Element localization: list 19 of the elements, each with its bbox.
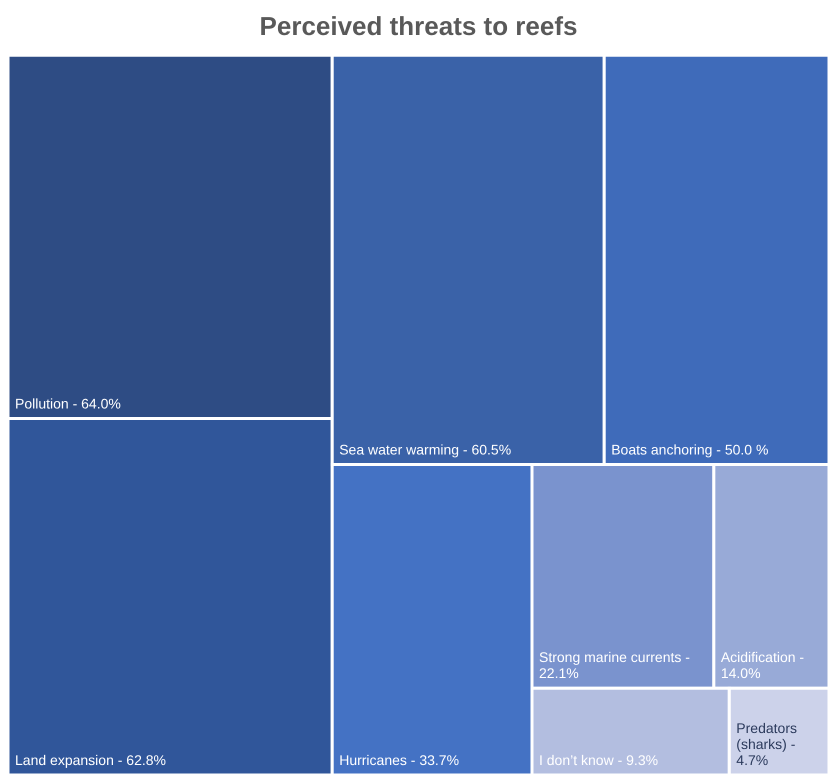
category-label: Sea water warming - [339,442,468,458]
data-label: 64.0% [81,396,121,412]
category-label: Boats anchoring - [611,442,722,458]
category-label: Pollution - [15,396,78,412]
data-label: 33.7% [419,752,460,768]
data-label: 4.7% [736,752,768,768]
data-label: 62.8% [126,752,166,768]
text: Perceived threats to reefs [260,10,578,41]
data-label: 9.3% [626,752,658,768]
category-label: Hurricanes - [339,752,416,768]
data-label: 22.1% [538,665,579,682]
category-label: Predators (sharks) - [736,720,797,752]
category-label: Acidification - [720,649,804,666]
data-label: 60.5% [471,442,512,458]
data-label: 50.0 % [724,442,768,458]
category-label: Strong marine currents - [538,649,690,666]
category-label: I don’t know - [538,752,623,768]
category-label: Land expansion - [15,752,123,768]
data-label: 14.0% [720,665,761,682]
